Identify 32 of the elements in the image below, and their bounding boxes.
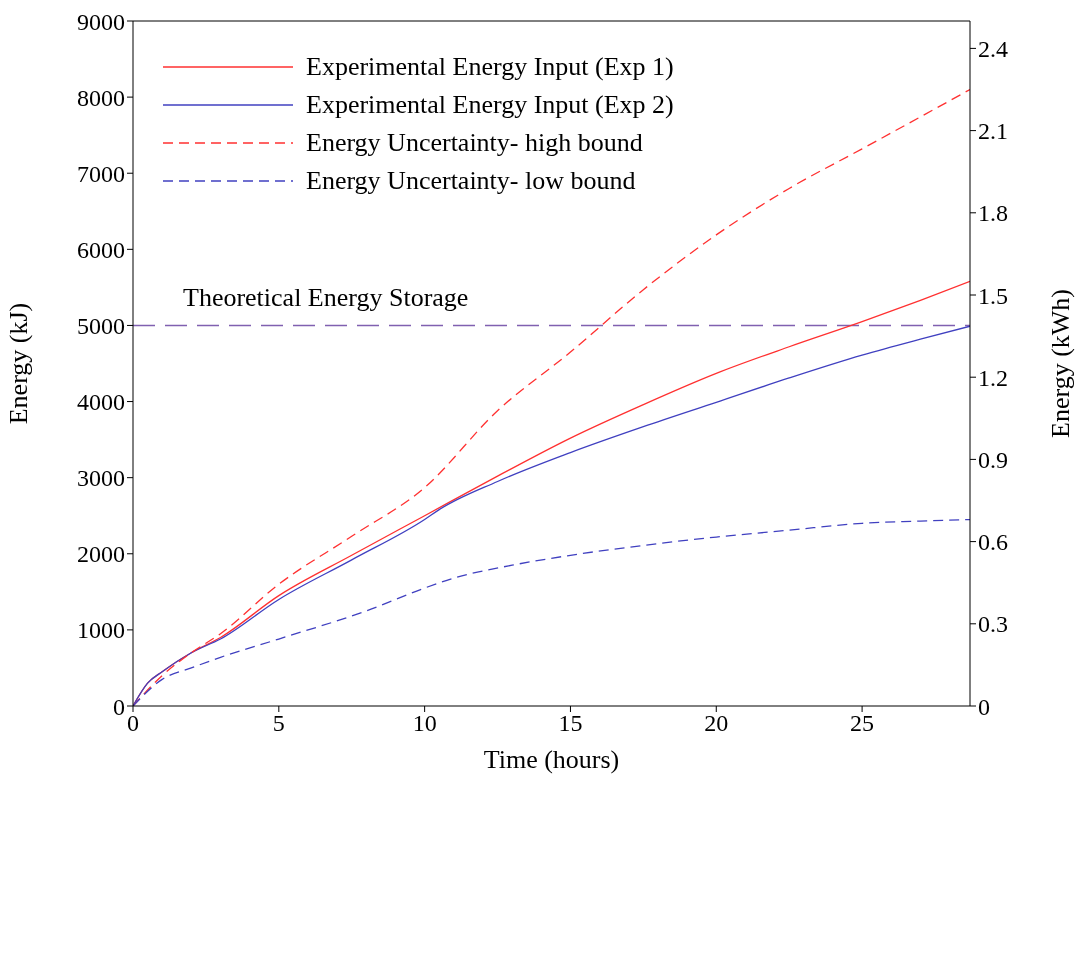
- y-tick-label: 4000: [77, 389, 125, 416]
- y-tick-label: 8000: [77, 84, 125, 111]
- y-axis-title: Energy (kJ): [4, 302, 34, 425]
- y2-axis-title: Energy (kWh): [1046, 289, 1076, 438]
- legend-label: Energy Uncertainty- high bound: [306, 128, 643, 158]
- y-tick-label: 2000: [77, 541, 125, 568]
- ref-line-label: Theoretical Energy Storage: [183, 282, 469, 312]
- y-tick-label: 3000: [77, 465, 125, 492]
- y2-tick-label: 0.3: [978, 611, 1008, 638]
- y2-tick-label: 1.5: [978, 282, 1008, 309]
- x-tick-label: 15: [558, 710, 583, 737]
- legend-label: Energy Uncertainty- low bound: [306, 166, 636, 196]
- y2-tick-label: 0.9: [978, 446, 1008, 473]
- y-tick-label: 7000: [77, 160, 125, 187]
- y-tick-label: 9000: [77, 8, 125, 35]
- x-tick-label: 25: [850, 710, 875, 737]
- y2-tick-label: 2.1: [978, 118, 1008, 145]
- y2-tick-label: 2.4: [978, 35, 1008, 62]
- x-tick-label: 20: [704, 710, 729, 737]
- x-tick-label: 5: [272, 710, 285, 737]
- x-axis-title: Time (hours): [483, 745, 620, 774]
- legend-label: Experimental Energy Input (Exp 1): [306, 52, 674, 82]
- y2-tick-label: 1.8: [978, 200, 1008, 227]
- x-tick-label: 10: [412, 710, 437, 737]
- y-tick-label: 1000: [77, 617, 125, 644]
- y-tick-label: 5000: [77, 312, 125, 339]
- y-tick-label: 6000: [77, 236, 125, 263]
- y2-tick-label: 0.6: [978, 529, 1008, 556]
- y2-tick-label: 0: [978, 693, 990, 720]
- legend-label: Experimental Energy Input (Exp 2): [306, 90, 674, 120]
- y-tick-label: 0: [113, 693, 125, 720]
- y2-tick-label: 1.2: [978, 364, 1008, 391]
